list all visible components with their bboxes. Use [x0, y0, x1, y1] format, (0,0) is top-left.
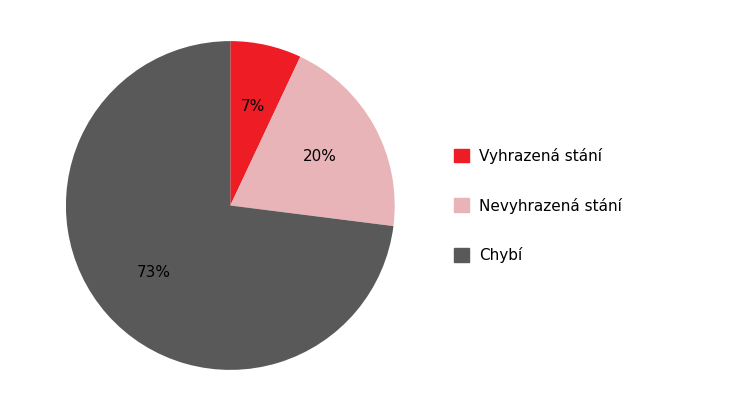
Text: 20%: 20%: [302, 149, 337, 164]
Wedge shape: [66, 41, 394, 370]
Legend: Vyhrazená stání, Nevyhrazená stání, Chybí: Vyhrazená stání, Nevyhrazená stání, Chyb…: [454, 148, 621, 263]
Wedge shape: [230, 57, 395, 226]
Wedge shape: [230, 41, 300, 206]
Text: 7%: 7%: [241, 99, 265, 113]
Text: 73%: 73%: [137, 266, 171, 280]
